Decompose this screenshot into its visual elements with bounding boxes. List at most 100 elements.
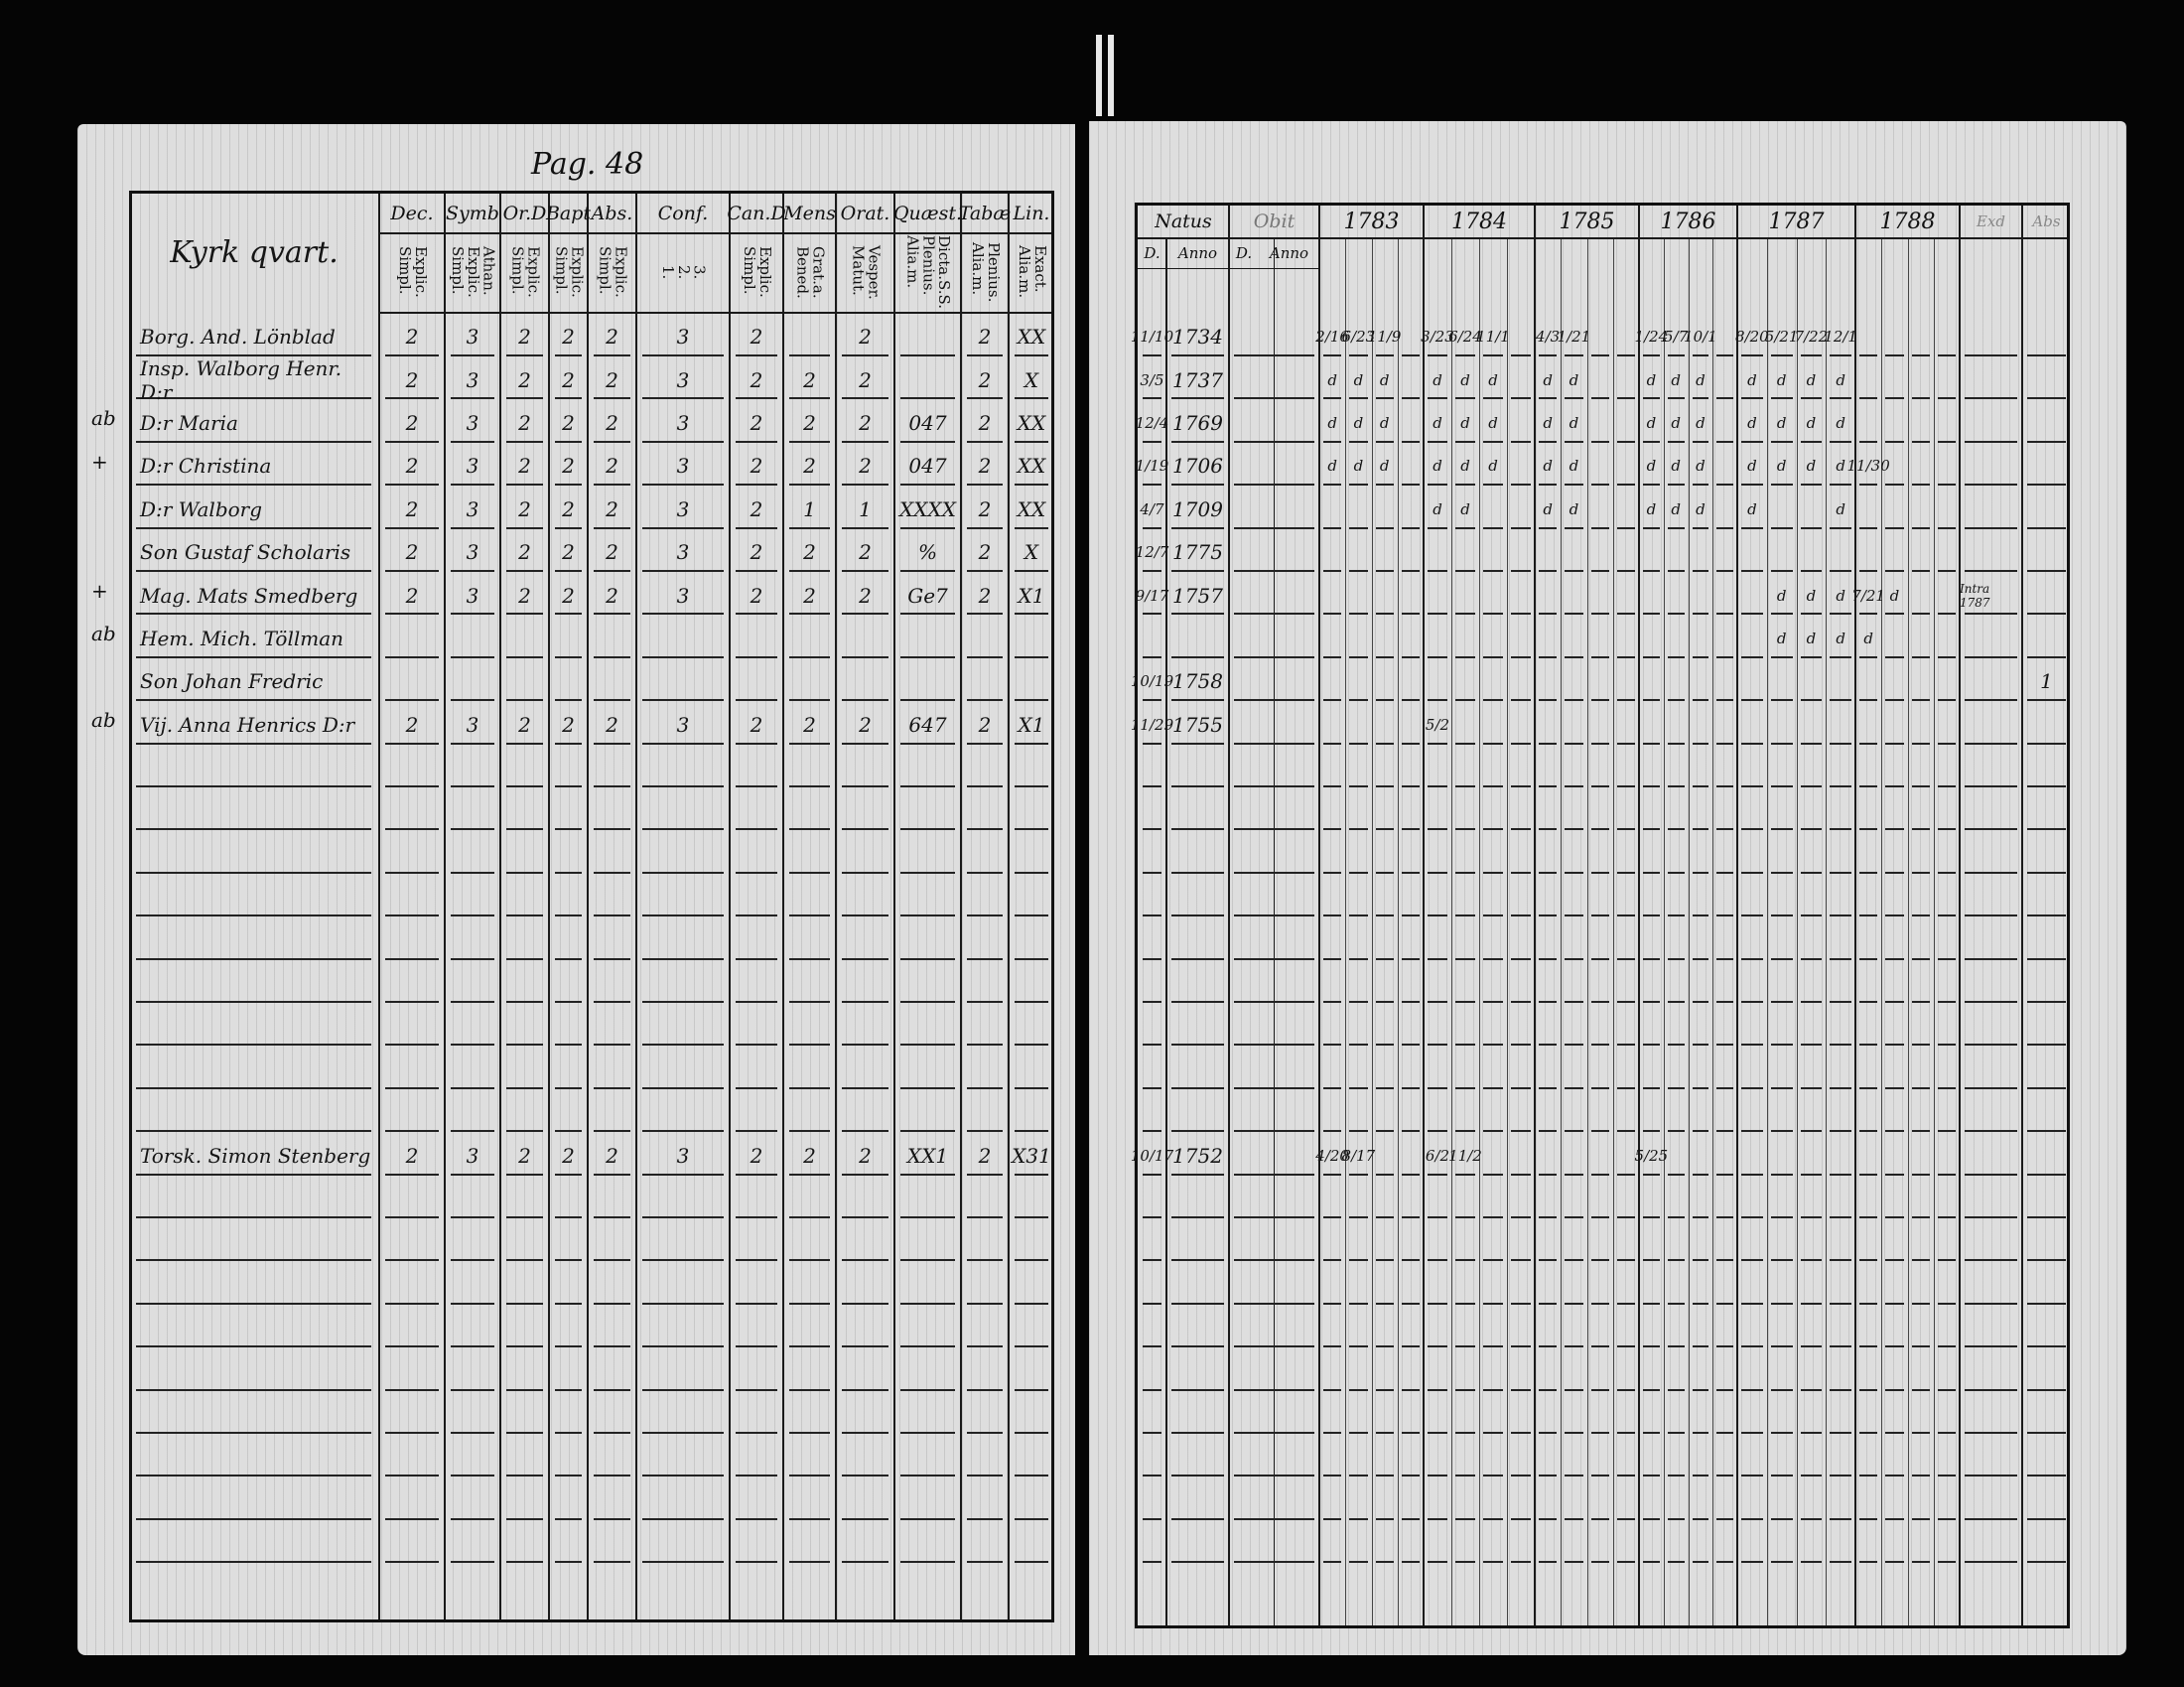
year-header: 1784 (1451, 209, 1507, 234)
cell-rule (1800, 1216, 1823, 1218)
cell-rule (642, 1216, 724, 1218)
cell-rule (2027, 526, 2066, 529)
cell-rule (842, 699, 888, 702)
cell-rule (1616, 655, 1635, 658)
sub-column-divider (1479, 237, 1480, 1625)
cell-rule (1859, 1216, 1878, 1218)
attendance-mark: d (1747, 370, 1757, 389)
cell-rule (1937, 440, 1956, 443)
cell-rule (2027, 1302, 2066, 1305)
cell-rule (1590, 785, 1609, 787)
cell-rule (1965, 1517, 2017, 1520)
cell-rule (1800, 655, 1823, 658)
cell-rule (789, 1216, 830, 1218)
cell-rule (1937, 699, 1956, 702)
cell-rule (1885, 742, 1904, 745)
cell-rule (842, 1388, 888, 1391)
cell-rule (1616, 1086, 1635, 1089)
cell-rule (1015, 1216, 1048, 1218)
natus-header: Natus (1155, 211, 1212, 232)
cell-rule (1455, 655, 1475, 658)
cell-rule (642, 1388, 724, 1391)
cell-rule (1741, 1345, 1763, 1348)
cell-rule (1667, 655, 1685, 658)
cell-rule (842, 440, 888, 443)
cell-rule (1483, 1345, 1503, 1348)
row-rule (136, 1044, 371, 1047)
cell-rule (1616, 785, 1635, 787)
cell-rule (1375, 397, 1394, 400)
cell-rule (1616, 914, 1635, 917)
cell-rule (1859, 785, 1878, 787)
cell-rule (1830, 1432, 1851, 1434)
cell-rule (1401, 397, 1420, 400)
row-rule (136, 1130, 371, 1133)
cell-rule (900, 1475, 955, 1477)
grade-cell: 2 (562, 496, 575, 521)
sub-column-divider (1907, 237, 1909, 1625)
birth-year: 1757 (1172, 583, 1223, 608)
grade-cell: 2 (803, 583, 816, 608)
cell-rule (1349, 613, 1368, 616)
cell-rule (451, 440, 494, 443)
attendance-mark: d (1488, 370, 1498, 389)
cell-rule (1965, 1388, 2017, 1391)
cell-rule (842, 1001, 888, 1003)
cell-rule (1401, 828, 1420, 831)
cell-rule (1885, 1259, 1904, 1262)
cell-rule (1234, 828, 1314, 831)
cell-rule (1667, 828, 1685, 831)
attendance-mark: d (1433, 370, 1442, 389)
cell-rule (1965, 1044, 2017, 1047)
cell-rule (1455, 785, 1475, 787)
cell-rule (1349, 699, 1368, 702)
cell-rule (1234, 1475, 1314, 1477)
cell-rule (1349, 742, 1368, 745)
cell-rule (1911, 1216, 1930, 1218)
cell-rule (1937, 1173, 1956, 1176)
cell-rule (1375, 1216, 1394, 1218)
cell-rule (1800, 1130, 1823, 1133)
cell-rule (1716, 957, 1733, 960)
column-divider (893, 194, 895, 1619)
cell-rule (642, 1432, 724, 1434)
attendance-mark: d (1671, 499, 1681, 518)
cell-rule (1539, 397, 1558, 400)
cell-rule (1937, 1517, 1956, 1520)
cell-rule (1859, 828, 1878, 831)
cell-rule (1965, 699, 2017, 702)
grade-cell: 2 (606, 1143, 618, 1168)
column-header: Or.D (502, 202, 547, 224)
cell-rule (555, 440, 582, 443)
attendance-mark: 3/23 (1421, 328, 1454, 347)
grade-cell: 2 (405, 540, 419, 565)
cell-rule (1885, 699, 1904, 702)
cell-rule (1667, 1130, 1685, 1133)
cell-rule (1349, 1302, 1368, 1305)
cell-rule (1015, 1561, 1048, 1564)
obit-header: Obit (1253, 211, 1296, 232)
column-divider (1854, 206, 1856, 1625)
cell-rule (1770, 440, 1793, 443)
cell-rule (1015, 1432, 1048, 1434)
cell-rule (1143, 785, 1161, 787)
attendance-mark: d (1836, 370, 1845, 389)
cell-rule (1143, 1388, 1161, 1391)
grade-cell: 3 (466, 540, 479, 565)
cell-rule (1323, 1259, 1342, 1262)
cell-rule (1539, 354, 1558, 356)
cell-rule (2027, 699, 2066, 702)
cell-rule (1565, 354, 1583, 356)
cell-rule (900, 397, 955, 400)
cell-rule (736, 613, 777, 616)
cell-rule (1539, 1130, 1558, 1133)
column-header: Symb (446, 202, 499, 224)
cell-rule (1965, 1216, 2017, 1218)
cell-rule (1911, 1173, 1930, 1176)
grade-cell: 2 (405, 454, 419, 479)
cell-rule (1800, 1345, 1823, 1348)
cell-rule (1171, 1517, 1224, 1520)
cell-rule (842, 957, 888, 960)
cell-rule (1143, 1345, 1161, 1348)
cell-rule (1770, 484, 1793, 487)
